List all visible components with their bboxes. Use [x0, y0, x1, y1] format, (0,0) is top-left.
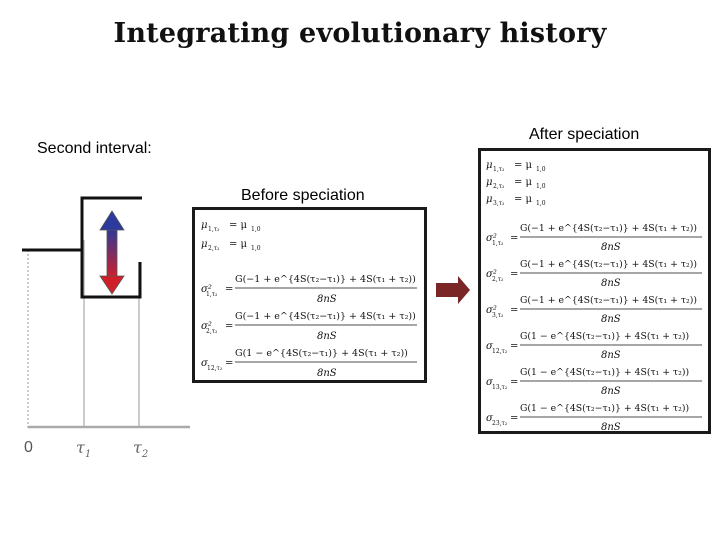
- before-mu2: μ: [201, 239, 208, 250]
- svg-text:G(1 − e^{4S(τ₂−τ₁)} + 4S(τ₁ +: G(1 − e^{4S(τ₂−τ₁)} + 4S(τ₁ + τ₂)): [235, 348, 408, 359]
- svg-text:1,τ₂: 1,τ₂: [206, 291, 218, 298]
- svg-text:1,0: 1,0: [536, 166, 546, 173]
- svg-text:=: =: [510, 341, 518, 352]
- after-eq-row: σ 13,τ₂ =G(1 − e^{4S(τ₂−τ₁)} + 4S(τ₁ + τ₂)…: [486, 367, 702, 397]
- svg-text:σ²: σ²: [486, 233, 497, 244]
- svg-text:= μ: = μ: [229, 239, 248, 250]
- svg-text:=: =: [510, 377, 518, 388]
- svg-text:G(1 − e^{4S(τ₂−τ₁)} + 4S(τ₁ +: G(1 − e^{4S(τ₂−τ₁)} + 4S(τ₁ + τ₂)): [520, 367, 689, 378]
- speciation-arrow: [436, 276, 470, 304]
- second-interval-label: Second interval:: [37, 140, 152, 157]
- svg-text:1,0: 1,0: [536, 200, 546, 207]
- svg-text:G(−1 + e^{4S(τ₂−τ₁)} + 4S(τ₁ +: G(−1 + e^{4S(τ₂−τ₁)} + 4S(τ₁ + τ₂)): [520, 259, 697, 270]
- svg-text:1,τ₂: 1,τ₂: [493, 166, 505, 173]
- svg-text:12,τ₂: 12,τ₂: [207, 365, 223, 372]
- svg-text:3,τ₂: 3,τ₂: [493, 200, 505, 207]
- svg-text:σ²: σ²: [486, 269, 497, 280]
- lineage-upper: [22, 196, 142, 252]
- after-speciation-equations: μ 1,τ₂ = μ 1,0 μ 2,τ₂ = μ 1,0 μ 3,τ₂ = μ…: [478, 148, 711, 434]
- svg-text:=: =: [225, 284, 233, 295]
- svg-text:G(1 − e^{4S(τ₂−τ₁)} + 4S(τ₁ +: G(1 − e^{4S(τ₂−τ₁)} + 4S(τ₁ + τ₂)): [520, 403, 689, 414]
- svg-text:G(−1 + e^{4S(τ₂−τ₁)} + 4S(τ₁ +: G(−1 + e^{4S(τ₂−τ₁)} + 4S(τ₁ + τ₂)): [520, 295, 697, 306]
- before-mu1: μ: [201, 220, 208, 231]
- axis-label-zero: 0: [24, 439, 33, 456]
- svg-text:3,τ₂: 3,τ₂: [492, 312, 504, 319]
- svg-text:μ: μ: [486, 160, 493, 171]
- svg-text:1,0: 1,0: [251, 226, 261, 233]
- before-speciation-equations: μ 1,τ₂ = μ 1,0 μ 2,τ₂ = μ 1,0 σ² 1,τ₂ = …: [192, 207, 427, 383]
- svg-text:23,τ₂: 23,τ₂: [492, 420, 508, 427]
- axis-label-tau2: τ2: [133, 438, 149, 461]
- svg-text:=: =: [225, 321, 233, 332]
- svg-text:8nS: 8nS: [601, 386, 621, 397]
- svg-text:σ: σ: [486, 341, 494, 352]
- svg-text:μ: μ: [486, 177, 493, 188]
- before-sigma1: σ² 1,τ₂ = G(−1 + e^{4S(τ₂−τ₁)} + 4S(τ₁ +…: [201, 274, 417, 305]
- before-sigma12: σ 12,τ₂ = G(1 − e^{4S(τ₂−τ₁)} + 4S(τ₁ + …: [201, 348, 417, 379]
- after-eq-row: σ 23,τ₂ =G(1 − e^{4S(τ₂−τ₁)} + 4S(τ₁ + τ₂)…: [486, 403, 702, 431]
- after-eq-row: σ²3,τ₂ =G(−1 + e^{4S(τ₂−τ₁)} + 4S(τ₁ + τ₂…: [486, 295, 702, 325]
- variance-arrow: [99, 210, 125, 295]
- svg-text:1,0: 1,0: [536, 183, 546, 190]
- after-mu2: μ 2,τ₂ = μ 1,0: [486, 177, 546, 190]
- svg-text:σ: σ: [486, 413, 494, 424]
- svg-text:G(1 − e^{4S(τ₂−τ₁)} + 4S(τ₁ +: G(1 − e^{4S(τ₂−τ₁)} + 4S(τ₁ + τ₂)): [520, 331, 689, 342]
- after-speciation-label: After speciation: [529, 126, 640, 143]
- svg-text:= μ: = μ: [514, 194, 533, 205]
- svg-text:2,τ₂: 2,τ₂: [206, 328, 218, 335]
- svg-text:G(−1 + e^{4S(τ₂−τ₁)} + 4S(τ₁ +: G(−1 + e^{4S(τ₂−τ₁)} + 4S(τ₁ + τ₂)): [235, 274, 416, 285]
- svg-text:=: =: [225, 358, 233, 369]
- svg-text:G(−1 + e^{4S(τ₂−τ₁)} + 4S(τ₁ +: G(−1 + e^{4S(τ₂−τ₁)} + 4S(τ₁ + τ₂)): [235, 311, 416, 322]
- svg-text:8nS: 8nS: [317, 368, 337, 379]
- page-title: Integrating evolutionary history: [113, 18, 607, 49]
- svg-text:= μ: = μ: [229, 220, 248, 231]
- before-speciation-label: Before speciation: [241, 187, 365, 204]
- svg-text:=: =: [510, 413, 518, 424]
- svg-text:σ: σ: [486, 377, 494, 388]
- svg-text:13,τ₂: 13,τ₂: [492, 384, 508, 391]
- svg-text:1,τ₂: 1,τ₂: [492, 240, 504, 247]
- svg-text:σ²: σ²: [486, 305, 497, 316]
- lineage-lower: [80, 250, 142, 299]
- svg-text:σ²: σ²: [201, 321, 212, 332]
- svg-text:8nS: 8nS: [601, 422, 621, 431]
- svg-text:μ: μ: [486, 194, 493, 205]
- svg-text:8nS: 8nS: [601, 350, 621, 361]
- after-eq-row: σ²1,τ₂ =G(−1 + e^{4S(τ₂−τ₁)} + 4S(τ₁ + τ₂…: [486, 223, 702, 253]
- svg-text:=: =: [510, 269, 518, 280]
- svg-text:=: =: [510, 233, 518, 244]
- svg-text:σ²: σ²: [201, 284, 212, 295]
- after-mu3: μ 3,τ₂ = μ 1,0: [486, 194, 546, 207]
- svg-text:1,τ₂: 1,τ₂: [208, 226, 220, 233]
- after-mu1: μ 1,τ₂ = μ 1,0: [486, 160, 546, 173]
- after-eq-row: σ 12,τ₂ =G(1 − e^{4S(τ₂−τ₁)} + 4S(τ₁ + τ₂)…: [486, 331, 702, 361]
- svg-text:12,τ₂: 12,τ₂: [492, 348, 508, 355]
- svg-text:=: =: [510, 305, 518, 316]
- svg-text:8nS: 8nS: [601, 278, 621, 289]
- svg-text:2,τ₂: 2,τ₂: [208, 245, 220, 252]
- svg-text:1,0: 1,0: [251, 245, 261, 252]
- svg-text:G(−1 + e^{4S(τ₂−τ₁)} + 4S(τ₁ +: G(−1 + e^{4S(τ₂−τ₁)} + 4S(τ₁ + τ₂)): [520, 223, 697, 234]
- svg-text:= μ: = μ: [514, 177, 533, 188]
- before-sigma2: σ² 2,τ₂ = G(−1 + e^{4S(τ₂−τ₁)} + 4S(τ₁ +…: [201, 311, 417, 342]
- svg-text:8nS: 8nS: [601, 314, 621, 325]
- svg-text:= μ: = μ: [514, 160, 533, 171]
- axis-label-tau1: τ1: [76, 438, 92, 461]
- svg-text:8nS: 8nS: [317, 294, 337, 305]
- svg-text:2,τ₂: 2,τ₂: [493, 183, 505, 190]
- after-eq-row: σ²2,τ₂ =G(−1 + e^{4S(τ₂−τ₁)} + 4S(τ₁ + τ₂…: [486, 259, 702, 289]
- svg-text:2,τ₂: 2,τ₂: [492, 276, 504, 283]
- svg-text:σ: σ: [201, 358, 209, 369]
- svg-text:8nS: 8nS: [601, 242, 621, 253]
- svg-text:8nS: 8nS: [317, 331, 337, 342]
